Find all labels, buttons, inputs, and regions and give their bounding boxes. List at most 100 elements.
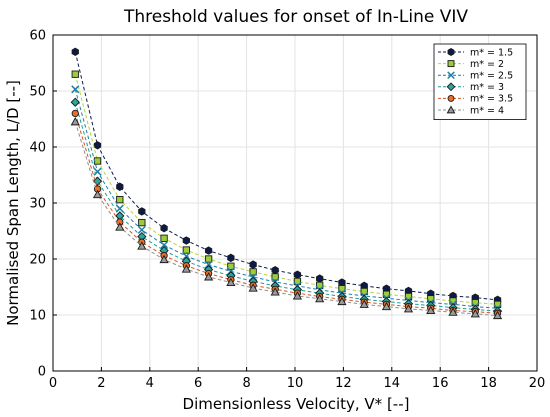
data-point: [93, 157, 102, 165]
series-line: [74, 121, 498, 317]
series-line: [74, 74, 498, 305]
legend-item: m* = 2: [438, 59, 504, 70]
data-point: [360, 287, 368, 296]
x-tick-label: 20: [529, 376, 546, 391]
x-tick-label: 12: [335, 376, 352, 391]
legend-marker: [447, 60, 455, 68]
data-point: [70, 97, 80, 107]
data-point: [271, 273, 279, 281]
data-point: [204, 272, 214, 281]
series-group: [70, 47, 503, 320]
axis-ticks: 0 2 4 6 8 10 12 14 16 18 20 0 10 20 30 40 50 60: [29, 29, 545, 392]
data-point: [448, 307, 458, 316]
y-tick-label: 0: [38, 365, 46, 380]
legend-label: m* = 1.5: [470, 47, 513, 58]
series-2: [71, 70, 502, 309]
data-point: [204, 260, 213, 269]
data-point: [226, 277, 236, 287]
data-point: [227, 253, 235, 263]
series-5: [71, 109, 502, 317]
data-point: [337, 296, 347, 306]
data-point: [137, 225, 146, 234]
legend-label: m* = 3.5: [470, 94, 513, 105]
x-tick-label: 16: [432, 376, 449, 391]
data-point: [71, 109, 79, 118]
series-line: [74, 89, 498, 309]
data-point: [204, 255, 213, 263]
data-point: [116, 195, 124, 204]
legend-marker: [446, 105, 456, 114]
x-tick-label: 10: [287, 376, 304, 391]
legend-label: m* = 4: [470, 105, 504, 116]
legend-box: [433, 43, 527, 120]
legend-item: m* = 3: [438, 82, 504, 93]
legend-item: m* = 3.5: [438, 94, 513, 105]
legend-label: m* = 2.5: [470, 71, 513, 82]
data-point: [204, 246, 213, 255]
data-point: [182, 246, 190, 254]
x-axis-label: Dimensionless Velocity, V* [--]: [183, 395, 410, 413]
legend-item: m* = 2.5: [438, 71, 513, 82]
data-point: [181, 264, 191, 273]
data-point: [160, 224, 168, 233]
data-point: [159, 254, 169, 264]
data-point: [426, 305, 436, 315]
data-point: [138, 218, 146, 227]
data-point: [492, 310, 503, 320]
legend-item: m* = 4: [438, 105, 504, 116]
data-point: [271, 266, 279, 275]
data-point: [359, 299, 369, 308]
data-point: [248, 283, 258, 292]
y-tick-label: 30: [29, 197, 46, 212]
data-point: [70, 117, 80, 126]
series-1: [71, 47, 502, 305]
data-point: [470, 309, 480, 318]
x-tick-label: 4: [146, 376, 154, 391]
data-point: [292, 291, 303, 300]
data-point: [338, 285, 346, 293]
data-point: [293, 270, 302, 279]
series-line: [74, 51, 498, 301]
data-point: [249, 268, 257, 276]
data-point: [71, 70, 79, 78]
data-point: [182, 236, 190, 245]
series-4: [70, 97, 503, 316]
chart-title: Threshold values for onset of In-Line VI…: [123, 7, 468, 27]
x-tick-label: 18: [480, 376, 497, 391]
data-point: [316, 274, 324, 283]
x-tick-label: 2: [97, 376, 105, 391]
legend-item: m* = 1.5: [438, 47, 513, 58]
data-point: [137, 241, 147, 250]
data-point: [115, 204, 124, 213]
data-point: [315, 293, 325, 303]
y-tick-label: 20: [29, 253, 46, 268]
legend-label: m* = 3: [470, 82, 504, 93]
data-point: [71, 85, 80, 94]
y-tick-label: 40: [29, 141, 46, 156]
x-tick-label: 6: [194, 376, 202, 391]
data-point: [160, 240, 169, 250]
legend-marker: [447, 94, 455, 102]
data-point: [270, 287, 280, 296]
data-point: [160, 234, 168, 242]
y-tick-label: 50: [29, 85, 46, 100]
data-point: [93, 141, 102, 150]
y-tick-label: 60: [29, 29, 46, 44]
data-point: [249, 260, 257, 269]
x-tick-label: 14: [384, 376, 401, 391]
legend-marker: [447, 71, 455, 80]
series-line: [74, 102, 498, 312]
data-point: [403, 304, 414, 313]
legend-label: m* = 2: [470, 59, 504, 70]
data-point: [92, 189, 103, 199]
y-axis-label: Normalised Span Length, L/D [--]: [4, 80, 22, 326]
data-point: [293, 277, 302, 286]
x-tick-label: 8: [242, 376, 250, 391]
series-line: [74, 113, 498, 314]
data-point: [381, 301, 392, 311]
data-point: [115, 222, 125, 231]
legend-marker: [446, 82, 456, 92]
legend-marker: [447, 48, 455, 56]
data-point: [71, 47, 79, 56]
